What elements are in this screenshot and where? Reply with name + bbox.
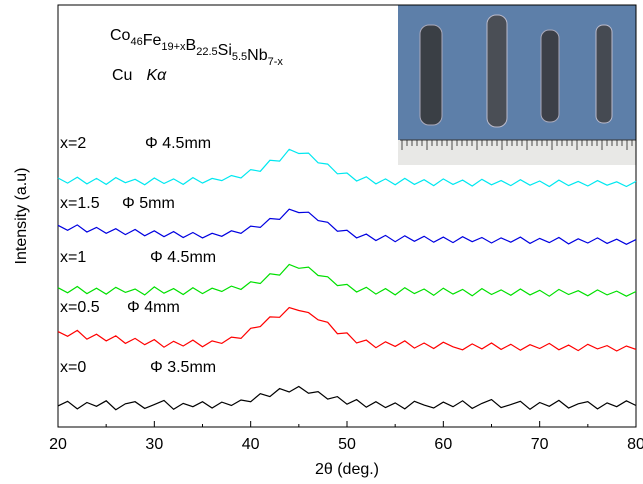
series-line bbox=[58, 265, 636, 297]
series-diameter: Φ 4.5mm bbox=[150, 249, 216, 266]
series-line bbox=[58, 209, 636, 244]
x-tick-label: 60 bbox=[434, 436, 452, 453]
title-subscript: 19+x bbox=[161, 41, 186, 53]
title-subscript: 5.5 bbox=[232, 51, 247, 63]
x-tick-label: 70 bbox=[531, 436, 549, 453]
title-subscript: 46 bbox=[130, 36, 142, 48]
series-diameter: Φ 3.5mm bbox=[150, 359, 216, 376]
y-axis-label: Intensity (a.u) bbox=[13, 168, 30, 265]
series-label: x=1 bbox=[60, 249, 86, 266]
series-diameter: Φ 5mm bbox=[122, 195, 175, 212]
series-label: x=0.5 bbox=[60, 299, 100, 316]
annotation: Cu Kα bbox=[112, 67, 167, 84]
x-tick-label: 50 bbox=[338, 436, 356, 453]
x-tick-label: 20 bbox=[49, 436, 67, 453]
series-label: x=1.5 bbox=[60, 195, 100, 212]
x-axis-label: 2θ (deg.) bbox=[315, 461, 379, 478]
x-tick-label: 80 bbox=[627, 436, 643, 453]
title-text: Fe bbox=[143, 32, 162, 49]
page: Co46Fe19+xB22.5Si5.5Nb7-x Cu Kα 2θ (deg.)… bbox=[0, 0, 643, 484]
title-subscript: 7-x bbox=[268, 56, 284, 68]
series-line bbox=[58, 387, 636, 410]
annotation-text: Cu bbox=[112, 67, 132, 84]
x-tick-label: 40 bbox=[242, 436, 260, 453]
chart-title: Co46Fe19+xB22.5Si5.5Nb7-x bbox=[110, 27, 283, 68]
series-diameter: Φ 4.5mm bbox=[145, 135, 211, 152]
title-text: Si bbox=[218, 42, 232, 59]
title-text: Nb bbox=[247, 47, 268, 64]
title-text: Co bbox=[110, 27, 131, 44]
x-tick-label: 30 bbox=[145, 436, 163, 453]
chart: Co46Fe19+xB22.5Si5.5Nb7-x Cu Kα 2θ (deg.)… bbox=[0, 0, 643, 484]
photo-inset bbox=[398, 5, 636, 165]
series-diameter: Φ 4mm bbox=[127, 299, 180, 316]
series-label: x=2 bbox=[60, 135, 86, 152]
title-text: B bbox=[186, 37, 197, 54]
title-subscript: 22.5 bbox=[196, 46, 217, 58]
annotation-text: Kα bbox=[146, 67, 167, 84]
series-label: x=0 bbox=[60, 359, 86, 376]
